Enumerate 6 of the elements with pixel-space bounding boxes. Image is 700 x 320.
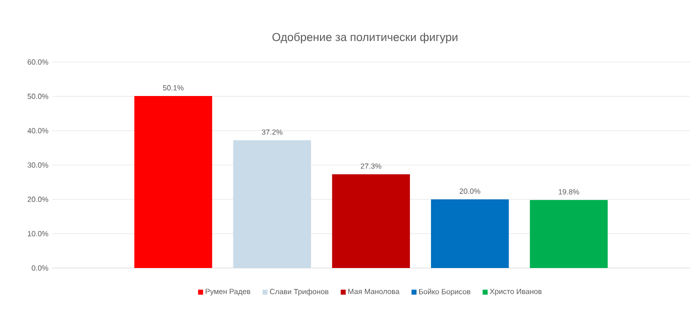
bar <box>134 96 212 268</box>
bar <box>233 140 312 268</box>
bar <box>332 174 410 268</box>
chart-title: Одобрение за политически фигури <box>272 32 458 44</box>
bar <box>430 199 509 268</box>
bar <box>530 200 608 268</box>
